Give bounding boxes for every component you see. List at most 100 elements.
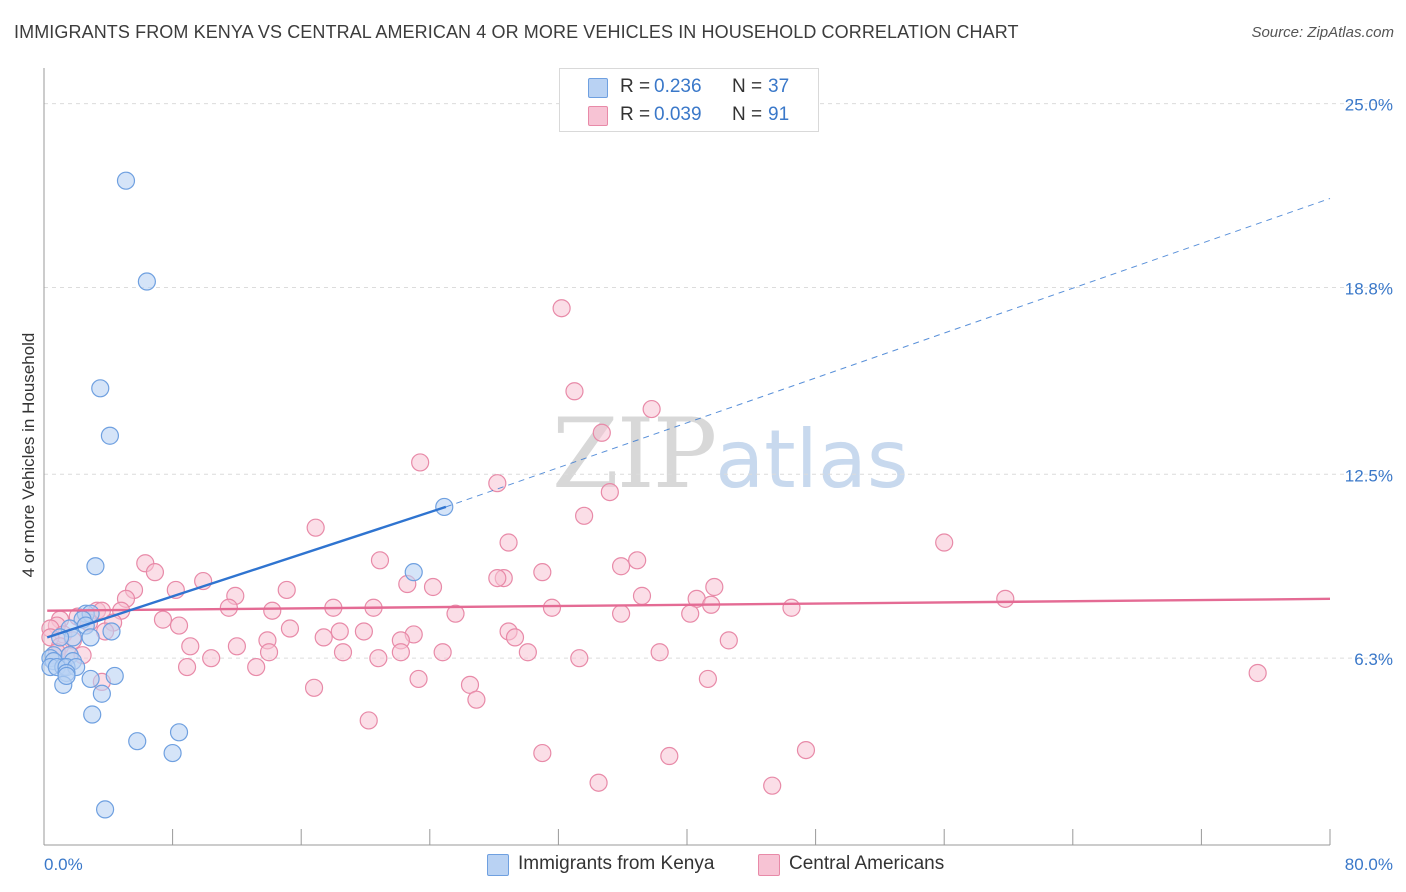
central-americans-point xyxy=(227,637,246,656)
kenya-trendline xyxy=(46,505,447,639)
central-americans-point xyxy=(314,628,333,647)
kenya-point xyxy=(102,622,121,641)
central-americans-point xyxy=(259,643,279,662)
stats-row-kenya: R = 0.236 N = 37 xyxy=(560,72,818,100)
kenya-point xyxy=(83,705,102,724)
kenya-point xyxy=(100,426,120,445)
chart-title: IMMIGRANTS FROM KENYA VS CENTRAL AMERICA… xyxy=(14,22,1019,42)
central-americans-point xyxy=(304,678,324,697)
central-americans-point xyxy=(247,657,266,677)
x-tick-label: 0.0% xyxy=(44,855,83,874)
central-americans-point xyxy=(935,533,954,552)
central-americans-point xyxy=(719,631,738,650)
legend-swatch-central-americans xyxy=(758,854,780,876)
central-americans-point xyxy=(219,598,238,617)
stats-n-label: N = xyxy=(732,104,763,125)
stats-box: R = 0.236 N = 37 R = 0.039 N = 91 xyxy=(559,68,819,132)
central-americans-point xyxy=(796,740,816,760)
kenya-trendline-extension xyxy=(445,198,1331,508)
central-americans-point xyxy=(589,773,608,792)
central-americans-point xyxy=(565,382,584,401)
watermark-atlas: atlas xyxy=(715,413,909,506)
central-americans-point xyxy=(505,628,525,647)
central-americans-point xyxy=(570,649,589,668)
kenya-point xyxy=(105,666,124,686)
kenya-point xyxy=(81,628,100,647)
central-americans-point xyxy=(552,299,571,318)
stats-n-value: 91 xyxy=(768,104,790,125)
stats-r-value: 0.236 xyxy=(654,76,702,97)
central-americans-point xyxy=(575,506,594,525)
kenya-point xyxy=(95,800,115,819)
central-americans-trendline xyxy=(47,597,1331,612)
central-americans-point xyxy=(592,423,611,442)
kenya-point xyxy=(92,684,111,703)
kenya-point xyxy=(116,171,136,190)
central-americans-point xyxy=(359,711,378,730)
y-tick-label: 25.0% xyxy=(1345,96,1393,115)
y-tick-label: 12.5% xyxy=(1345,466,1393,485)
central-americans-point xyxy=(996,589,1015,608)
kenya-point xyxy=(404,563,423,582)
kenya-point xyxy=(169,723,189,742)
central-americans-point xyxy=(181,637,200,656)
central-americans-point xyxy=(153,610,173,629)
stats-row-central-americans: R = 0.039 N = 91 xyxy=(560,100,818,128)
central-americans-point xyxy=(423,577,443,597)
stats-swatch-kenya xyxy=(588,78,608,98)
central-americans-point xyxy=(782,598,801,617)
central-americans-point xyxy=(433,643,452,662)
central-americans-point xyxy=(611,604,631,623)
central-americans-point xyxy=(411,453,430,472)
kenya-point xyxy=(57,666,76,686)
legend-swatch-kenya xyxy=(487,854,509,876)
central-americans-point xyxy=(488,568,507,588)
central-americans-point xyxy=(600,482,619,502)
stats-n-value: 37 xyxy=(768,76,790,97)
central-americans-point xyxy=(280,619,300,638)
stats-r-label: R = xyxy=(620,104,651,125)
central-americans-point xyxy=(650,643,669,662)
central-americans-point xyxy=(391,643,410,662)
stats-r-value: 0.039 xyxy=(654,104,702,125)
central-americans-point xyxy=(642,399,661,419)
central-americans-point xyxy=(467,690,486,709)
stats-r-label: R = xyxy=(620,76,651,97)
central-americans-point xyxy=(369,649,388,668)
central-americans-point xyxy=(705,577,724,597)
central-americans-point xyxy=(277,580,296,600)
central-americans-point xyxy=(145,563,165,582)
watermark-zip: ZIP xyxy=(552,398,717,510)
kenya-point xyxy=(128,732,147,751)
legend-label-kenya: Immigrants from Kenya xyxy=(518,853,715,874)
central-americans-point xyxy=(763,776,782,795)
legend-label-central-americans: Central Americans xyxy=(789,853,945,874)
kenya-point xyxy=(137,272,156,291)
kenya-point xyxy=(81,669,100,689)
central-americans-point xyxy=(263,601,282,620)
central-americans-point xyxy=(333,643,353,662)
central-americans-point xyxy=(533,563,552,582)
central-americans-point xyxy=(409,669,428,689)
central-americans-point xyxy=(533,743,552,763)
watermark: ZIPatlas xyxy=(552,398,909,510)
central-americans-point xyxy=(177,657,197,677)
y-axis-label: 4 or more Vehicles in Household xyxy=(19,332,38,578)
kenya-point xyxy=(50,628,70,647)
central-americans-point xyxy=(446,604,465,623)
stats-swatch-central-americans xyxy=(588,106,608,126)
central-americans-point xyxy=(681,604,700,623)
central-americans-point xyxy=(354,622,373,641)
central-americans-point xyxy=(488,474,507,493)
x-tick-label: 80.0% xyxy=(1345,855,1393,874)
central-americans-point xyxy=(611,557,631,576)
source-credit: Source: ZipAtlas.com xyxy=(1251,24,1394,41)
kenya-point xyxy=(86,557,105,576)
kenya-point xyxy=(91,379,110,398)
central-americans-point xyxy=(370,551,390,570)
central-americans-point xyxy=(660,746,679,766)
stats-n-label: N = xyxy=(732,76,763,97)
y-tick-label: 18.8% xyxy=(1345,279,1393,298)
kenya-point xyxy=(163,743,182,763)
